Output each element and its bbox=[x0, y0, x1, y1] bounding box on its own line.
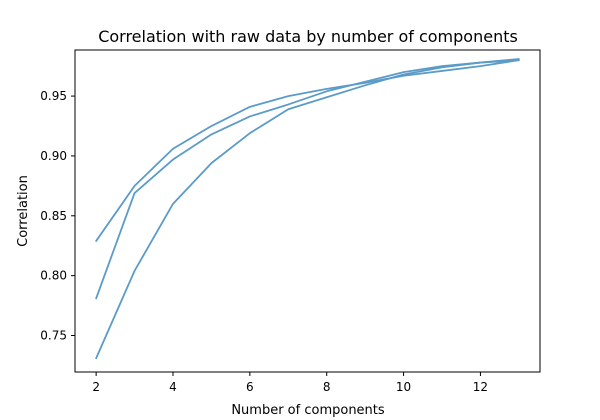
x-tick-label: 10 bbox=[396, 380, 411, 394]
y-axis-label: Correlation bbox=[16, 175, 31, 247]
x-tick-label: 6 bbox=[246, 380, 254, 394]
series-line-1 bbox=[95, 59, 520, 242]
y-tick-label: 0.85 bbox=[40, 209, 67, 223]
x-tick-label: 4 bbox=[169, 380, 177, 394]
series-line-3 bbox=[95, 59, 520, 360]
x-tick-label: 8 bbox=[323, 380, 331, 394]
y-tick-label: 0.75 bbox=[40, 328, 67, 342]
y-tick-label: 0.80 bbox=[40, 269, 67, 283]
x-tick-label: 12 bbox=[473, 380, 488, 394]
x-axis-label: Number of components bbox=[231, 403, 385, 418]
plot-area bbox=[95, 58, 520, 360]
y-tick-label: 0.90 bbox=[40, 149, 67, 163]
series-line-2 bbox=[95, 58, 520, 300]
y-tick-label: 0.95 bbox=[40, 89, 67, 103]
x-axis: 2 4 6 8 10 12 bbox=[92, 372, 488, 394]
chart-title: Correlation with raw data by number of c… bbox=[98, 27, 518, 46]
plot-frame bbox=[74, 49, 541, 373]
x-tick-label: 2 bbox=[92, 380, 100, 394]
y-axis: 0.75 0.80 0.85 0.90 0.95 bbox=[40, 89, 75, 342]
